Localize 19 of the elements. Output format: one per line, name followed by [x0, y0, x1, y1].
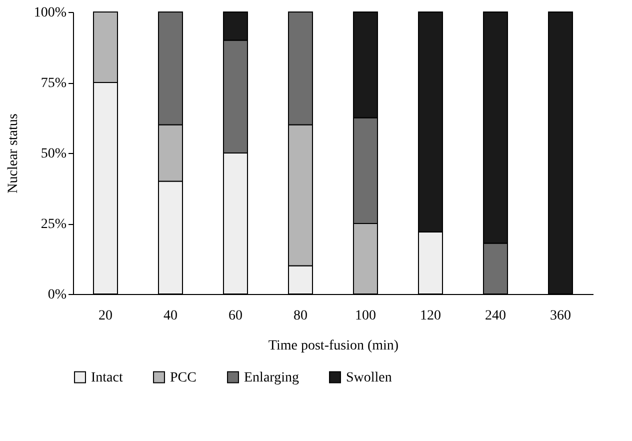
- legend-label: Intact: [91, 370, 123, 386]
- x-tick-label: 40: [164, 308, 178, 324]
- x-tick-label: 100: [355, 308, 376, 324]
- y-tick-label: 0%: [48, 288, 67, 302]
- x-tick-label: 120: [420, 308, 441, 324]
- y-tick-label: 75%: [40, 76, 67, 91]
- x-tick-label: 80: [294, 308, 308, 324]
- y-tick-label: 50%: [40, 146, 67, 162]
- y-tick-label: 100%: [34, 6, 67, 20]
- legend-label: Enlarging: [244, 370, 299, 386]
- x-tick-label: 60: [228, 308, 242, 324]
- legend-label: PCC: [170, 370, 196, 386]
- x-tick-label: 240: [485, 308, 506, 324]
- y-tick-label: 25%: [40, 217, 67, 232]
- x-tick-label: 360: [550, 308, 571, 324]
- y-axis-title: Nuclear status: [6, 114, 21, 194]
- x-tick-label: 20: [98, 308, 112, 324]
- x-axis-title: Time post-fusion (min): [268, 338, 399, 354]
- legend-label: Swollen: [346, 370, 392, 386]
